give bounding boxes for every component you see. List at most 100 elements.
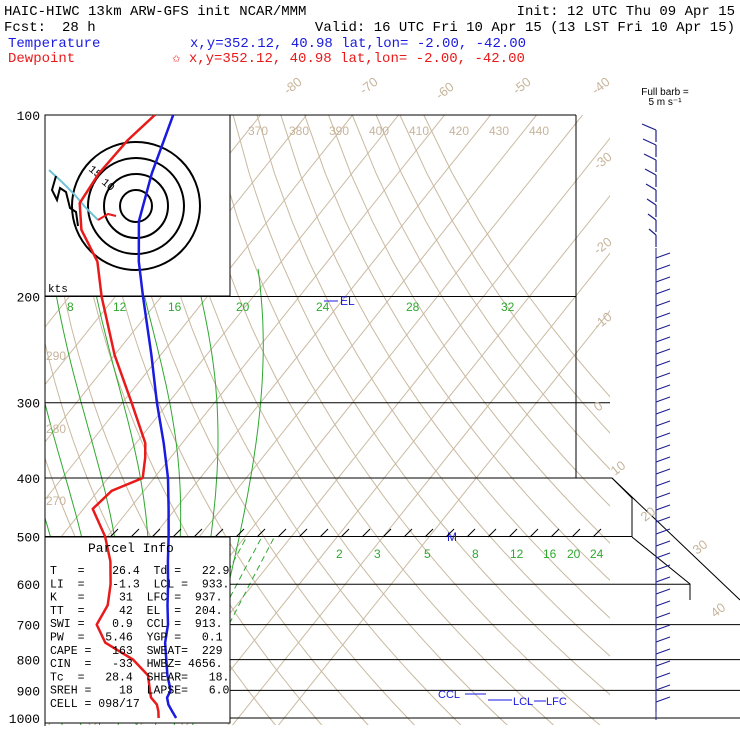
temperature-legend: Temperature [8, 36, 100, 52]
mixing-ratio-label: 3 [374, 547, 381, 561]
theta-label: 270 [46, 494, 66, 508]
wind-barb [655, 444, 671, 451]
theta-label: 370 [248, 124, 268, 138]
right-border [611, 477, 633, 537]
dry-adiabat-line [0, 115, 47, 731]
mixing-ratio-label: 24 [590, 547, 604, 561]
dry-adiabat-line [280, 115, 610, 619]
hodo-tick [151, 528, 161, 538]
dry-adiabat-line [375, 115, 610, 471]
hodograph-and-info-frames [44, 114, 231, 724]
dry-adiabat-line [185, 115, 555, 725]
parcel-info-row: CIN = -33 HWBZ= 4656. [50, 658, 223, 671]
dewpoint-location: ✩ x,y=352.12, 40.98 lat,lon= -2.00, -42.… [172, 51, 525, 67]
isotherm-label: -50 [510, 74, 534, 97]
hodo-tick [487, 528, 497, 538]
wind-barb [655, 636, 671, 643]
hodo-tick [508, 528, 518, 538]
hodo-tick [319, 528, 329, 538]
wind-barb [655, 540, 671, 547]
dry-adiabat-line [256, 115, 610, 657]
isotherm-label: 20 [638, 504, 659, 525]
parcel-info-row: T = 26.4 Td = 22.9 [50, 565, 230, 578]
wind-barb [655, 324, 671, 331]
lcl-label: LCL [513, 696, 533, 708]
dry-adiabat-line [423, 115, 610, 398]
isotherm-lines [45, 115, 610, 725]
hodo-tick [193, 528, 203, 538]
wind-barbs [641, 123, 671, 720]
m-label: M [447, 530, 457, 544]
wind-barb [655, 468, 671, 475]
dry-adiabat-line [399, 115, 610, 434]
temperature-profile [137, 115, 178, 719]
parcel-info-row: TT = 42 EL = 204. [50, 605, 223, 618]
hodo-tick [256, 528, 266, 538]
wind-barb [655, 276, 671, 283]
isotherm-label: 40 [708, 600, 729, 621]
isotherm-line [185, 194, 610, 725]
full-barb-units: 5 m s⁻¹ [648, 97, 682, 108]
isotherm-line [45, 115, 353, 501]
isotherm-line [277, 309, 610, 725]
hodograph-ring [71, 141, 201, 271]
pressure-tick-label: 200 [17, 291, 40, 306]
hodo-tick [298, 528, 308, 538]
isotherm-label: -70 [357, 74, 381, 97]
wind-barb [655, 408, 671, 415]
temperature-location: x,y=352.12, 40.98 lat,lon= -2.00, -42.00 [190, 36, 526, 52]
isotherm-label: -30 [591, 149, 615, 172]
hodo-tick [172, 528, 182, 538]
dry-adiabat-line [113, 115, 416, 725]
hodo-tick [109, 528, 119, 538]
wind-barb [655, 252, 671, 259]
hodograph-trace [50, 175, 79, 227]
theta-label: 420 [449, 124, 469, 138]
theta-label: 430 [489, 124, 509, 138]
isotherm-line [45, 115, 445, 616]
isotherm-label: -60 [433, 79, 457, 102]
parcel-info-row: PW = 5.46 YGP = 0.1 [50, 632, 223, 645]
init-time: Init: 12 UTC Thu 09 Apr 15 [517, 4, 735, 20]
wind-barb [648, 228, 657, 236]
hodo-tick [445, 528, 455, 538]
parcel-info-row: SREH = 18 LAPSE= 6.0 [50, 685, 230, 698]
wind-barb [641, 123, 657, 131]
hodograph-ring [103, 173, 169, 239]
parcel-info-row: CAPE = 163 SWEAT= 229 [50, 645, 223, 658]
pressure-tick-label: 600 [17, 578, 40, 593]
hodo-tick [571, 528, 581, 538]
wind-barb [645, 183, 657, 191]
hodograph-ring [119, 189, 153, 223]
wind-barb [655, 480, 671, 487]
wind-barb [655, 288, 671, 295]
hodo-tick [529, 528, 539, 538]
theta-label: 410 [409, 124, 429, 138]
isotherm-line [45, 115, 399, 558]
wind-barb [655, 600, 671, 607]
wind-barb [655, 456, 671, 463]
moist-adiabat-label: 12 [113, 300, 127, 314]
theta-label: 380 [289, 124, 309, 138]
dry-adiabat-line [232, 115, 610, 696]
moist-adiabat-label: 8 [67, 300, 74, 314]
pressure-tick-label: 700 [17, 619, 40, 634]
valid-time: Valid: 16 UTC Fri 10 Apr 15 (13 LST Fri … [315, 20, 735, 36]
right-border [631, 536, 691, 600]
parcel-info-title: Parcel Info [88, 541, 174, 556]
wind-barb [655, 396, 671, 403]
sounding-profiles [78, 115, 178, 719]
parcel-info-frame [44, 536, 231, 724]
parcel-info-row: SWI = 0.9 CCL = 913. [50, 618, 223, 631]
isotherm-label: 10 [608, 458, 629, 479]
dewpoint-legend: Dewpoint [8, 51, 75, 67]
moist-adiabat-label: 24 [316, 300, 330, 314]
theta-label: 280 [46, 422, 66, 436]
theta-label: 290 [46, 349, 66, 363]
hodo-tick [382, 528, 392, 538]
hodo-tick [592, 528, 602, 538]
wind-barb [655, 648, 671, 655]
forecast-label: Fcst: [4, 20, 46, 36]
wind-barb [655, 420, 671, 427]
